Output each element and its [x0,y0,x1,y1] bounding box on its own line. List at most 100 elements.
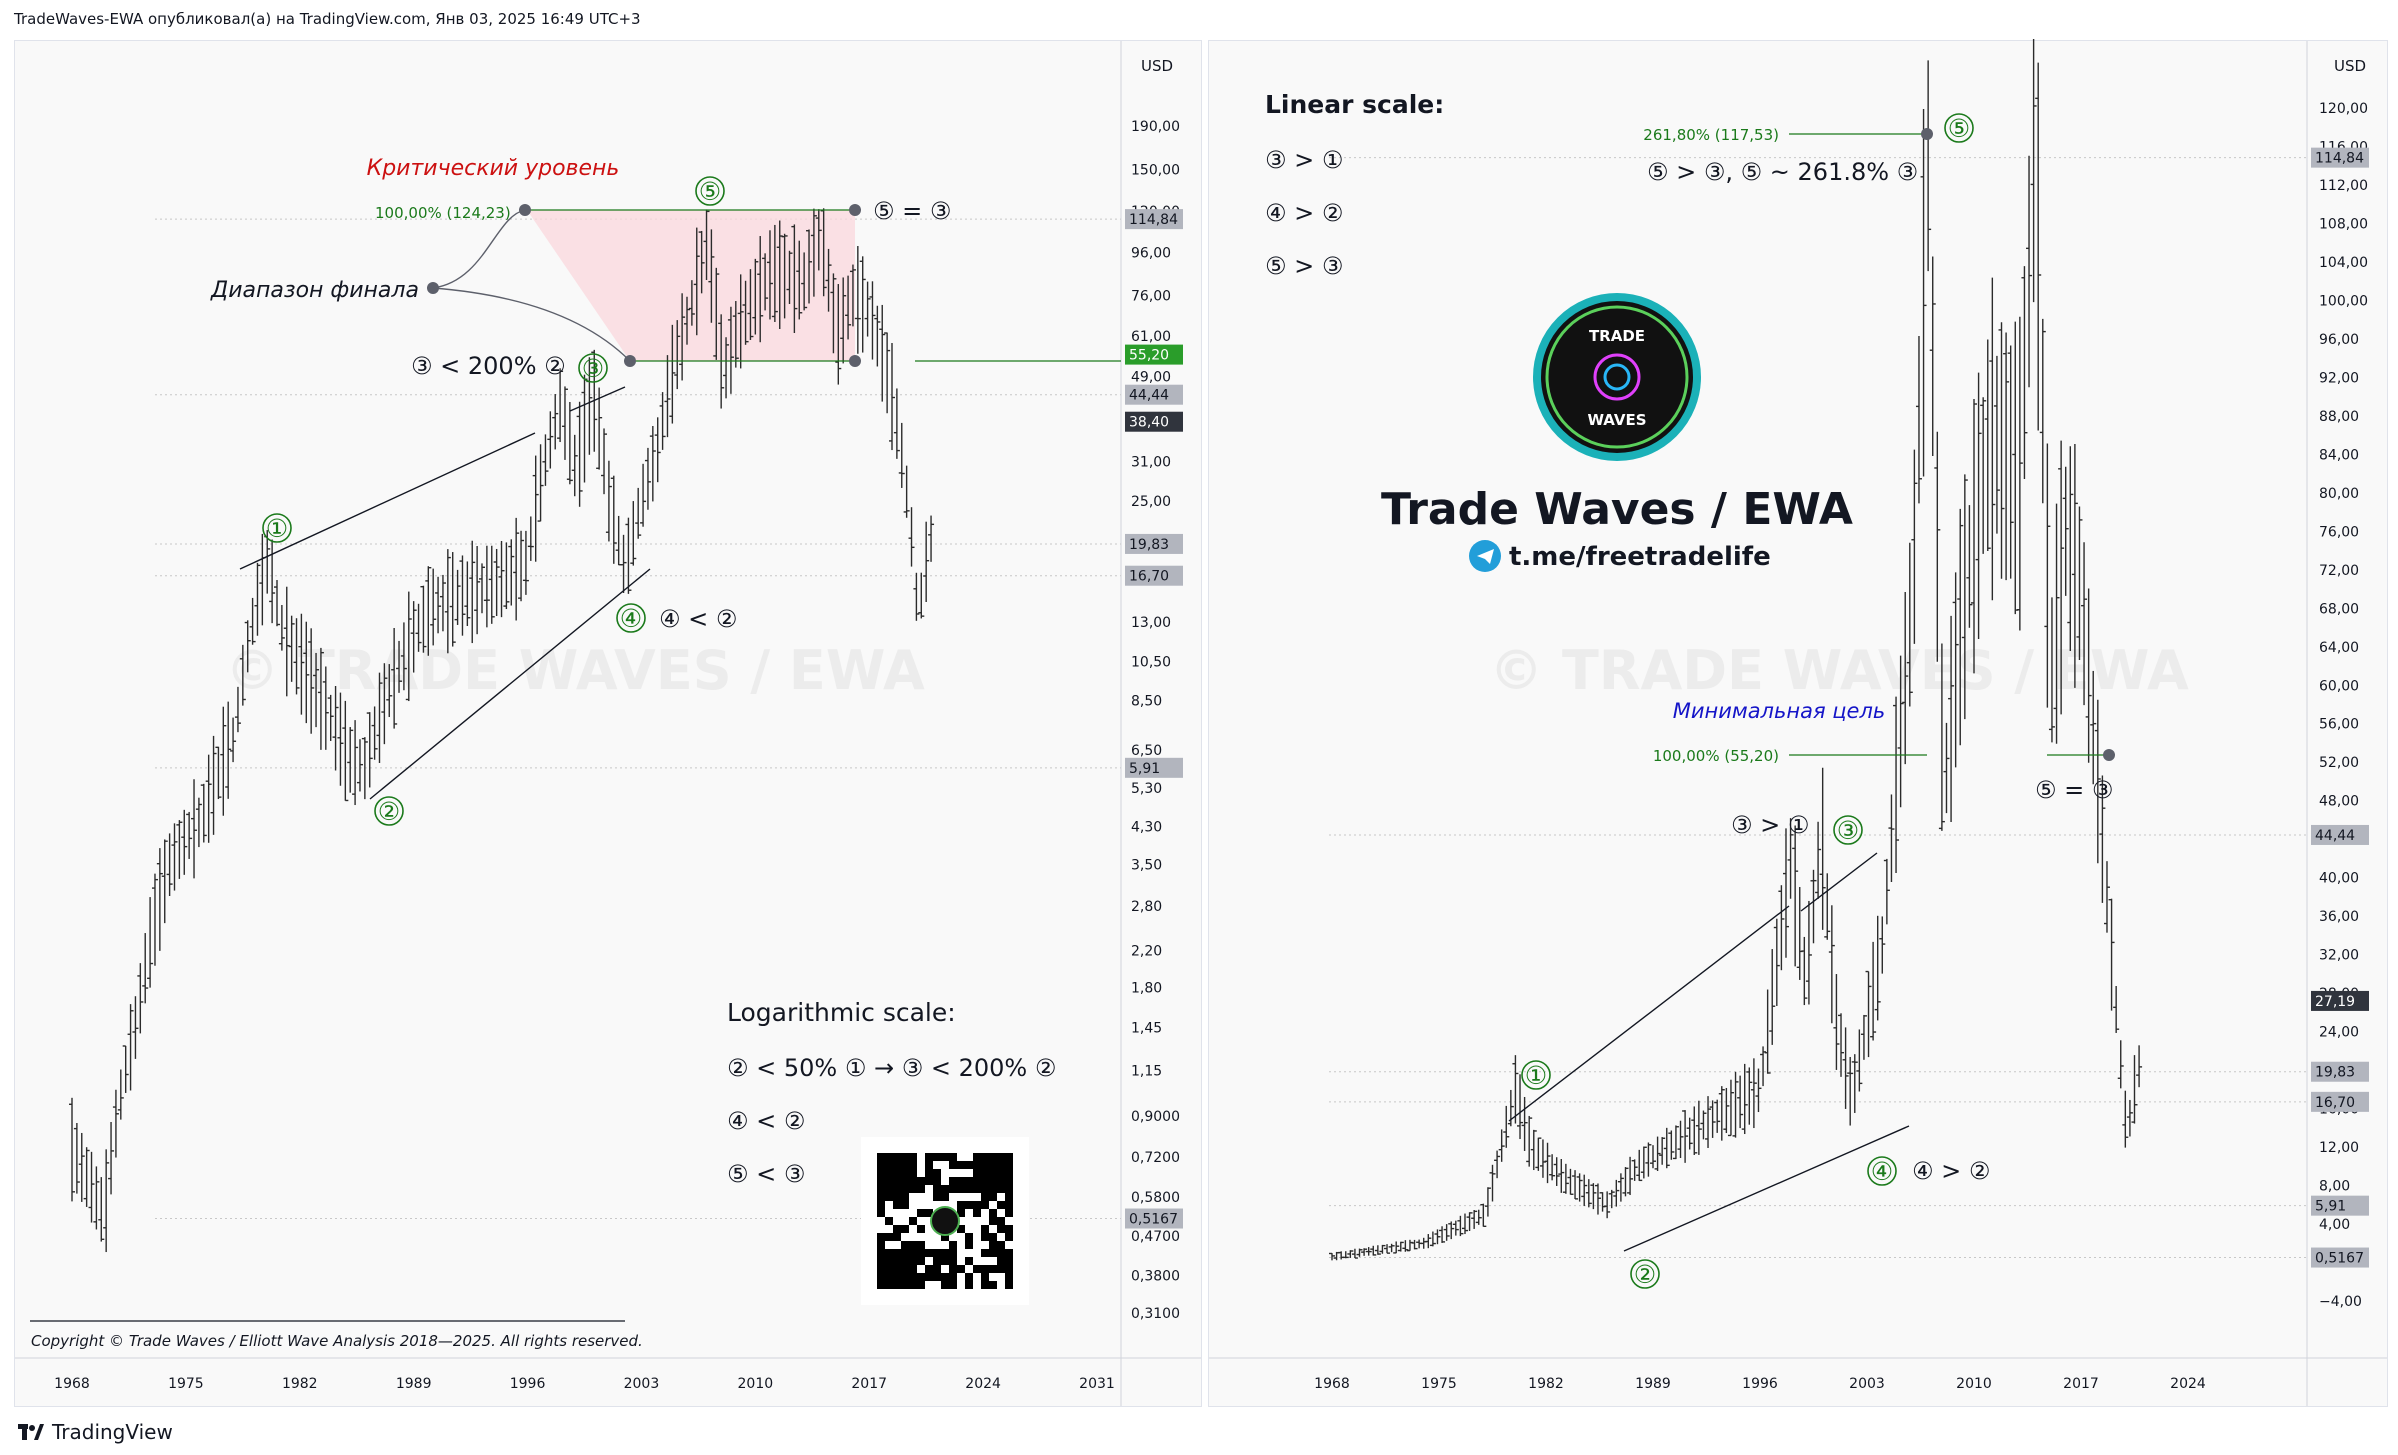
left-chart-panel[interactable]: USD190,00150,00120,0096,0076,0061,0049,0… [14,40,1202,1407]
right-price-tick: 120,00 [2319,101,2368,117]
left-year-tick: 2010 [738,1376,774,1392]
brand-logo-icon [1533,293,1701,461]
left-qr-module [1005,1265,1013,1273]
left-price-tick: 3,50 [1131,858,1162,874]
left-qr-module [973,1201,981,1209]
right-trendline-upper [1508,905,1790,1122]
left-year-tick: 2031 [1079,1376,1115,1392]
left-qr-module [981,1265,989,1273]
right-price-tick: 104,00 [2319,255,2368,271]
left-qr-module [981,1185,989,1193]
right-chart-svg[interactable]: USD120,00116,00112,00108,00104,00100,009… [1209,38,2387,1406]
left-price-tick: 2,20 [1131,944,1162,960]
left-qr-module [909,1265,917,1273]
left-price-tick: 190,00 [1131,119,1180,135]
left-price-tick: 10,50 [1131,655,1171,671]
left-qr-module [965,1241,973,1249]
left-qr-module [909,1273,917,1281]
left-price-tick: 4,30 [1131,820,1162,836]
left-qr-module [925,1209,933,1217]
left-trendline-upper-b [569,386,626,412]
left-wave-2: ② [378,797,400,826]
left-price-tick: 6,50 [1131,743,1162,759]
left-qr-module [909,1153,917,1161]
left-qr-module [949,1241,957,1249]
right-year-tick: 2003 [1849,1376,1885,1392]
left-qr-module [901,1265,909,1273]
left-price-tag-bg [1125,344,1183,365]
left-qr-module [1005,1177,1013,1185]
left-qr-module [877,1249,885,1257]
left-qr-module [989,1233,997,1241]
left-price-tick: 61,00 [1131,329,1171,345]
left-price-tag-bg [1125,1208,1183,1229]
right-year-tick: 1968 [1314,1376,1350,1392]
left-qr-module [949,1249,957,1257]
left-rule: ④ < ② [727,1107,805,1135]
left-trendline-upper [239,432,536,570]
left-qr-module [925,1161,933,1169]
left-qr-module [885,1177,893,1185]
right-price-tick: 64,00 [2319,640,2359,656]
left-year-tick: 1968 [54,1376,90,1392]
left-qr-module [989,1249,997,1257]
left-price-tick: 49,00 [1131,370,1171,386]
left-rule: ② < 50% ① → ③ < 200% ② [727,1054,1056,1082]
right-year-tick: 2017 [2063,1376,2099,1392]
left-qr-module [917,1281,925,1289]
left-price-tick: 31,00 [1131,454,1171,470]
left-qr-module [885,1161,893,1169]
tradingview-brand: TradingView [52,1420,173,1444]
tradingview-footer[interactable]: TradingView [18,1420,173,1444]
right-price-tick: 56,00 [2319,717,2359,733]
left-ann-5-eq-3: ⑤ = ③ [873,197,951,225]
left-qr-module [949,1281,957,1289]
left-qr-module [941,1273,949,1281]
right-price-tag: 19,83 [2315,1065,2355,1081]
left-year-tick: 2017 [851,1376,887,1392]
left-qr-module [957,1209,965,1217]
left-qr-module [925,1177,933,1185]
left-qr-module [901,1241,909,1249]
left-qr-module [877,1153,885,1161]
left-qr-module [981,1161,989,1169]
left-year-tick: 1975 [168,1376,204,1392]
left-price-tick: 8,50 [1131,694,1162,710]
left-qr-module [901,1201,909,1209]
left-qr-module [917,1249,925,1257]
left-qr-module [973,1265,981,1273]
left-price-tick: 1,15 [1131,1064,1162,1080]
right-anchor-dot [1921,128,1933,140]
left-qr-module [885,1185,893,1193]
left-final-zone [527,210,855,361]
left-qr-module [949,1257,957,1265]
left-chart-svg[interactable]: USD190,00150,00120,0096,0076,0061,0049,0… [15,41,1201,1406]
left-copyright: Copyright © Trade Waves / Elliott Wave A… [31,1332,643,1350]
left-qr-module [909,1241,917,1249]
left-qr-module [901,1177,909,1185]
left-qr-module [893,1273,901,1281]
left-price-tick: 1,45 [1131,1021,1162,1037]
left-price-tag: 16,70 [1129,569,1169,585]
left-wave-2-ring [374,796,404,826]
left-qr-module [893,1249,901,1257]
left-qr-module [893,1225,901,1233]
right-chart-panel[interactable]: USD 120,00 116,00 112,00 108,00 104,00 100,00 9… [1208,38,2388,1407]
left-trendline-lower [369,568,651,800]
left-qr-module [1005,1257,1013,1265]
left-qr-module [981,1249,989,1257]
left-qr-module [965,1233,973,1241]
left-qr-module [877,1177,885,1185]
left-qr-module [901,1225,909,1233]
left-final-range: Диапазон финала [210,278,419,303]
right-wave-3-ring [1833,815,1863,845]
left-wave-5: ⑤ [699,177,721,206]
left-qr-module [941,1249,949,1257]
right-ann-4: ④ > ② [1912,1157,1990,1185]
left-qr-module [933,1169,941,1177]
right-price-tick: 24,00 [2319,1025,2359,1041]
left-qr-module [941,1257,949,1265]
left-qr-module [917,1225,925,1233]
left-qr-module [957,1265,965,1273]
left-qr-module [933,1193,941,1201]
